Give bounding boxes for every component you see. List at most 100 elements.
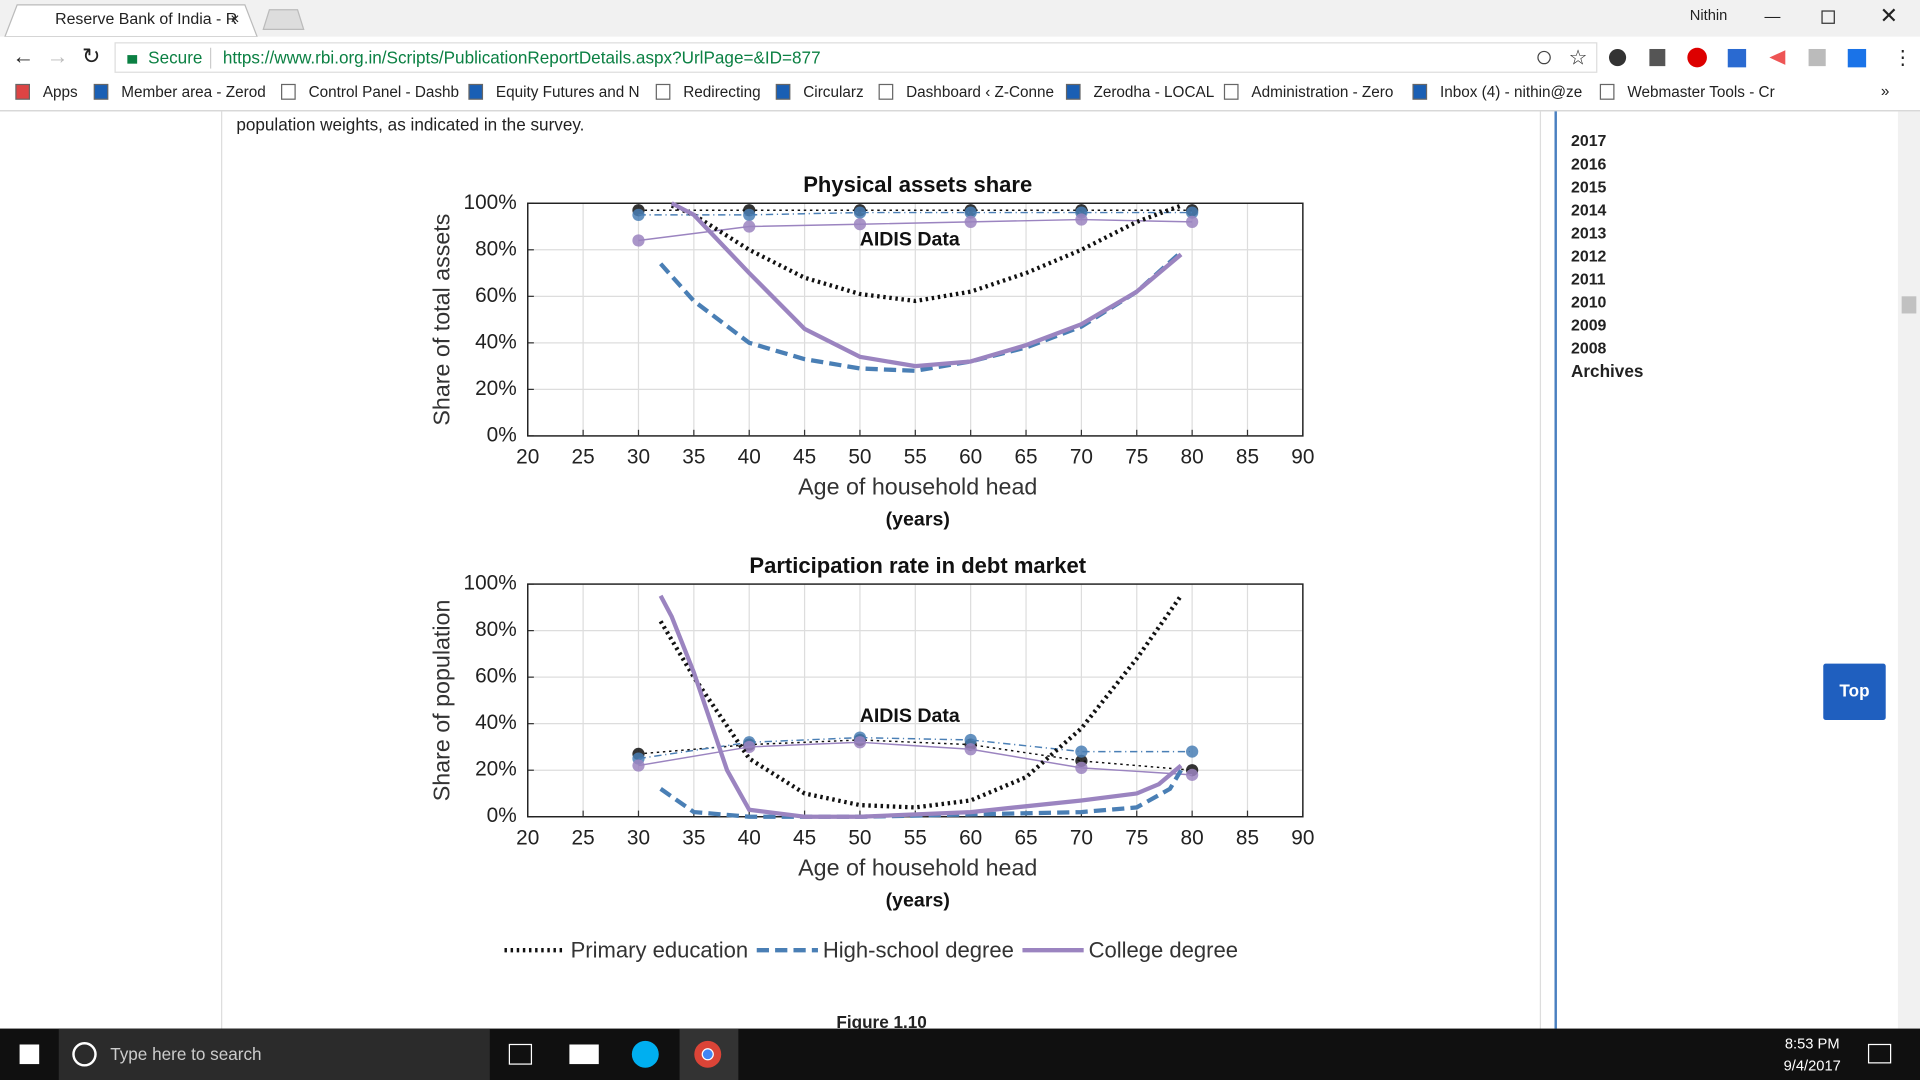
y-tick-label: 40% bbox=[475, 711, 517, 734]
data-point bbox=[1186, 206, 1199, 219]
url[interactable]: https://www.rbi.org.in/Scripts/Publicati… bbox=[223, 47, 821, 67]
search-placeholder[interactable]: Type here to search bbox=[110, 1044, 261, 1064]
data-point bbox=[1075, 213, 1088, 226]
bookmark[interactable]: Inbox (4) - nithin@ze bbox=[1440, 84, 1582, 101]
tab-close[interactable]: × bbox=[230, 11, 239, 28]
bookmark[interactable]: Dashboard ‹ Z-Conne bbox=[906, 84, 1054, 101]
x-tick-label: 75 bbox=[1125, 445, 1148, 468]
bookmark[interactable]: Webmaster Tools - Cr bbox=[1627, 84, 1774, 101]
archives-link[interactable]: Archives bbox=[1571, 361, 1643, 381]
top-button[interactable] bbox=[1823, 663, 1886, 720]
year-link[interactable]: 2015 bbox=[1571, 179, 1607, 196]
x-tick-label: 90 bbox=[1291, 445, 1314, 468]
task-view[interactable] bbox=[508, 1043, 533, 1065]
y-tick-label: 40% bbox=[475, 330, 517, 353]
bookmark-icon bbox=[468, 83, 484, 100]
close[interactable]: ✕ bbox=[1880, 3, 1898, 28]
x-tick-label: 90 bbox=[1291, 826, 1314, 849]
forward[interactable]: → bbox=[47, 43, 69, 68]
bookmark[interactable]: Redirecting bbox=[683, 84, 760, 101]
bookmark-icon bbox=[1599, 83, 1615, 100]
y-tick-label: 20% bbox=[475, 758, 517, 781]
extension[interactable] bbox=[1847, 48, 1867, 68]
series-line bbox=[638, 739, 1193, 771]
bookmark[interactable]: Member area - Zerod bbox=[121, 84, 266, 101]
clock-date: 9/4/2017 bbox=[1784, 1058, 1841, 1074]
series-line bbox=[658, 594, 1183, 819]
bookmark[interactable]: Control Panel - Dashb bbox=[309, 84, 460, 101]
y-tick-label: 60% bbox=[475, 284, 517, 307]
data-point bbox=[632, 208, 645, 222]
skype-app[interactable] bbox=[631, 1040, 659, 1068]
x-tick-label: 55 bbox=[904, 445, 927, 468]
cortana-icon bbox=[72, 1042, 97, 1067]
x-tick-label: 45 bbox=[793, 826, 816, 849]
chart-title: Physical assets share bbox=[803, 172, 1032, 197]
y-tick-label: 100% bbox=[464, 572, 517, 595]
tab-title: Reserve Bank of India - R bbox=[55, 11, 237, 28]
scroll-thumb[interactable] bbox=[1901, 296, 1917, 314]
clock-time: 8:53 PM bbox=[1785, 1036, 1840, 1052]
bookmark[interactable]: Apps bbox=[43, 84, 78, 101]
x-tick-label: 70 bbox=[1070, 445, 1093, 468]
data-point bbox=[853, 218, 867, 231]
user-name[interactable]: Nithin bbox=[1690, 8, 1728, 24]
extension[interactable] bbox=[1727, 48, 1747, 68]
data-point bbox=[1186, 768, 1199, 781]
star-icon[interactable]: ☆ bbox=[1569, 46, 1588, 69]
bookmark-icon bbox=[1412, 83, 1428, 100]
zoom-icon[interactable] bbox=[1537, 50, 1551, 65]
x-tick-label: 85 bbox=[1236, 445, 1259, 468]
x-axis-unit: (years) bbox=[886, 509, 950, 531]
year-link[interactable]: 2017 bbox=[1571, 133, 1607, 150]
bookmark[interactable]: Equity Futures and N bbox=[496, 84, 640, 101]
notifications[interactable] bbox=[1867, 1043, 1892, 1064]
x-axis-unit: (years) bbox=[886, 889, 950, 911]
scrollbar[interactable] bbox=[1897, 111, 1920, 1029]
back[interactable]: ← bbox=[12, 43, 34, 68]
extension[interactable] bbox=[1649, 48, 1666, 67]
minimize[interactable]: — bbox=[1764, 8, 1780, 25]
reload[interactable]: ↻ bbox=[82, 43, 100, 68]
bookmark[interactable]: Zerodha - LOCAL bbox=[1093, 84, 1214, 101]
bookmark-icon bbox=[775, 83, 791, 100]
tab-strip bbox=[0, 0, 1920, 37]
bookmarks-more: » bbox=[1881, 83, 1890, 100]
year-link[interactable]: 2009 bbox=[1571, 317, 1607, 334]
x-tick-label: 25 bbox=[572, 445, 595, 468]
extension[interactable] bbox=[1608, 48, 1627, 67]
legend-label: High-school degree bbox=[823, 937, 1014, 962]
year-link[interactable]: 2013 bbox=[1571, 225, 1607, 242]
search-box[interactable] bbox=[58, 1028, 490, 1080]
x-tick-label: 65 bbox=[1014, 826, 1037, 849]
year-link[interactable]: 2012 bbox=[1571, 248, 1607, 265]
menu[interactable]: ⋮ bbox=[1893, 47, 1913, 69]
bookmark-icon bbox=[15, 83, 30, 100]
top-button-label[interactable]: Top bbox=[1839, 680, 1869, 700]
extension[interactable] bbox=[1687, 47, 1707, 68]
bookmark[interactable]: Administration - Zero bbox=[1251, 84, 1393, 101]
lock-icon bbox=[127, 55, 138, 64]
data-point bbox=[1075, 745, 1088, 758]
extension[interactable] bbox=[1769, 50, 1786, 65]
year-link[interactable]: 2010 bbox=[1571, 294, 1607, 311]
omnibox[interactable] bbox=[114, 42, 1598, 73]
x-tick-label: 65 bbox=[1014, 445, 1037, 468]
restore[interactable] bbox=[1821, 10, 1835, 24]
figure-caption: Figure 1.10 bbox=[836, 1012, 926, 1032]
series-line bbox=[658, 594, 1183, 810]
year-link[interactable]: 2014 bbox=[1571, 202, 1607, 219]
year-link[interactable]: 2008 bbox=[1571, 340, 1607, 357]
year-link[interactable]: 2016 bbox=[1571, 156, 1607, 173]
x-tick-label: 75 bbox=[1125, 826, 1148, 849]
data-point bbox=[964, 733, 977, 747]
y-axis-label: Share of total assets bbox=[428, 214, 454, 426]
start-button[interactable] bbox=[19, 1044, 40, 1065]
new-tab[interactable] bbox=[262, 9, 305, 30]
chart-title: Participation rate in debt market bbox=[749, 553, 1086, 578]
bookmark[interactable]: Circularz bbox=[803, 84, 863, 101]
mail-app[interactable] bbox=[569, 1044, 599, 1065]
year-link[interactable]: 2011 bbox=[1571, 271, 1606, 288]
data-point bbox=[853, 736, 867, 749]
extension[interactable] bbox=[1808, 48, 1826, 67]
